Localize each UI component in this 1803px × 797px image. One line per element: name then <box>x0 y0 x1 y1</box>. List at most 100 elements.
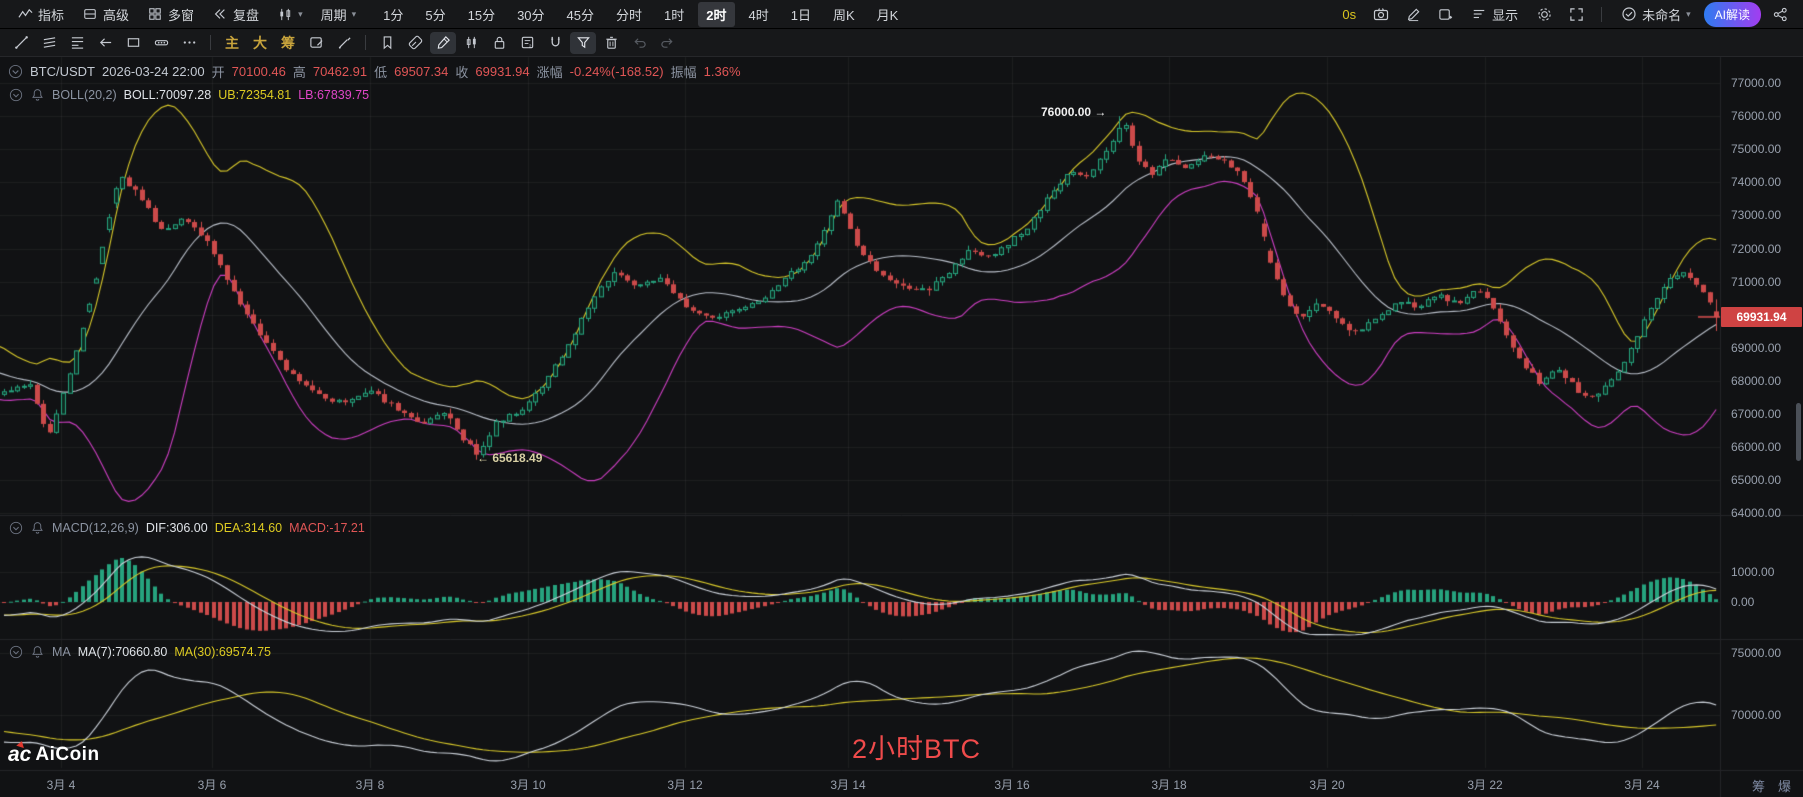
arrow-marker-tool[interactable] <box>92 32 118 54</box>
measure-tool[interactable] <box>148 32 174 54</box>
advanced-label: 高级 <box>103 7 130 23</box>
filter-tool[interactable] <box>570 31 596 54</box>
quick-brush-tool[interactable] <box>331 32 357 54</box>
chart-note-annotation: 2小时BTC <box>852 734 982 764</box>
high-label: 高 <box>292 65 306 80</box>
settings-button[interactable] <box>1531 3 1557 25</box>
boll-legend: BOLL(20,2) BOLL:70097.28 UB:72354.81 LB:… <box>8 87 369 102</box>
svg-text:2: 2 <box>528 44 531 49</box>
timeframe-45分[interactable]: 45分 <box>566 7 595 23</box>
timeframe-2时[interactable]: 2时 <box>698 1 735 27</box>
replay-time[interactable]: 0s <box>1342 6 1357 22</box>
main-chart-toggle[interactable]: 主 <box>225 34 239 51</box>
trash-tool[interactable] <box>598 32 624 54</box>
timeframe-1日[interactable]: 1日 <box>790 7 811 23</box>
change-label: 涨幅 <box>536 65 563 80</box>
candle-datetime: 2026-03-24 22:00 <box>102 64 205 79</box>
edit-note-button[interactable] <box>1400 3 1426 25</box>
collapse-chevron-icon[interactable] <box>8 520 23 535</box>
share-icon <box>1772 6 1788 22</box>
multi-window-label: 多窗 <box>168 7 195 23</box>
rewind-icon <box>212 6 228 22</box>
edit-board-tool[interactable] <box>303 32 329 54</box>
timeframe-15分[interactable]: 15分 <box>467 7 496 23</box>
divider <box>365 35 366 50</box>
undo-button[interactable] <box>626 32 652 54</box>
timeframe-月K[interactable]: 月K <box>876 7 899 23</box>
advanced-button[interactable]: 高级 <box>75 2 136 27</box>
timeframe-周K[interactable]: 周K <box>832 7 855 23</box>
more-tools-button[interactable] <box>176 32 202 54</box>
macd-dif-value: DIF:306.00 <box>145 520 208 535</box>
big-order-toggle[interactable]: 大 <box>253 34 267 51</box>
alert-bell-icon[interactable] <box>30 87 45 102</box>
candle-style-tool[interactable] <box>458 32 484 54</box>
boll-name[interactable]: BOLL(20,2) <box>52 87 117 102</box>
bottom-right-toggle-2[interactable]: 爆 <box>1778 779 1792 794</box>
alert-bell-icon[interactable] <box>30 644 45 659</box>
rectangle-tool[interactable] <box>120 32 146 54</box>
timeframe-分时[interactable]: 分时 <box>616 7 643 23</box>
period-dropdown[interactable]: 周期 ▾ <box>314 2 364 27</box>
timeframe-1时[interactable]: 1时 <box>664 7 685 23</box>
chevron-down-icon: ▾ <box>298 8 303 19</box>
amplitude-label: 振幅 <box>670 65 697 80</box>
fib-retracement-tool[interactable] <box>64 32 90 54</box>
axis-scrollbar-thumb[interactable] <box>1796 403 1801 461</box>
collapse-chevron-icon[interactable] <box>8 64 23 79</box>
lock-tool[interactable] <box>486 32 512 54</box>
timeframe-30分[interactable]: 30分 <box>517 7 545 23</box>
macd-name[interactable]: MACD(12,26,9) <box>52 520 139 535</box>
cloud-check-icon <box>1621 6 1637 22</box>
chips-toggle[interactable]: 筹 <box>281 34 295 51</box>
high-price-marker: 76000.00 → <box>1041 105 1107 119</box>
new-window-button[interactable] <box>1432 3 1458 25</box>
timeframe-5分[interactable]: 5分 <box>425 7 446 23</box>
share-button[interactable] <box>1767 3 1793 25</box>
timeframe-1分[interactable]: 1分 <box>383 7 404 23</box>
ma7-value: MA(7):70660.80 <box>77 644 168 659</box>
trend-line-tool[interactable] <box>8 32 34 54</box>
close-label: 收 <box>455 65 469 80</box>
bookmark-tool[interactable] <box>374 32 400 54</box>
symbol-label[interactable]: BTC/USDT <box>30 64 95 79</box>
chart-style-dropdown[interactable]: ▾ <box>270 3 310 25</box>
multi-window-button[interactable]: 多窗 <box>140 2 201 27</box>
parallel-lines-tool[interactable] <box>36 32 62 54</box>
layout-name: 未命名 <box>1642 7 1682 23</box>
list-icon <box>1471 6 1487 22</box>
timeframe-4时[interactable]: 4时 <box>748 7 769 23</box>
ma-name[interactable]: MA <box>52 644 71 659</box>
close-value: 69931.94 <box>475 64 530 79</box>
collapse-chevron-icon[interactable] <box>8 87 23 102</box>
pen-tool[interactable] <box>430 31 456 54</box>
boll-ub-value: UB:72354.81 <box>218 87 292 102</box>
collapse-chevron-icon[interactable] <box>8 644 23 659</box>
macd-dea-value: DEA:314.60 <box>214 520 283 535</box>
eraser-tool[interactable] <box>402 32 428 54</box>
alert-bell-icon[interactable] <box>30 520 45 535</box>
chevron-down-icon: ▾ <box>1686 8 1691 19</box>
gear-icon <box>1536 6 1552 22</box>
indicators-label: 指标 <box>38 7 65 23</box>
indicators-button[interactable]: 指标 <box>10 2 71 27</box>
replay-button[interactable]: 复盘 <box>205 2 266 27</box>
ai-interpret-button[interactable]: AI解读 <box>1703 1 1761 27</box>
redo-button[interactable] <box>654 32 680 54</box>
template-tool[interactable]: 2 <box>514 32 540 54</box>
ma-legend: MA MA(7):70660.80 MA(30):69574.75 <box>8 644 271 659</box>
open-value: 70100.46 <box>231 64 286 79</box>
bottom-right-toggle-1[interactable]: 筹 <box>1752 779 1766 794</box>
fullscreen-button[interactable] <box>1563 3 1589 25</box>
main-toolbar: 指标 高级 多窗 复盘 ▾ 周期 ▾ 1分 5分 15分 30分 45分 分时 1时 2时 4时… <box>0 0 1803 29</box>
screenshot-button[interactable] <box>1368 3 1394 25</box>
amplitude-value: 1.36% <box>703 64 741 79</box>
layout-dropdown[interactable]: 未命名 ▾ <box>1614 2 1698 27</box>
boll-lb-value: LB:67839.75 <box>298 87 370 102</box>
display-dropdown[interactable]: 显示 <box>1464 2 1525 27</box>
ma30-value: MA(30):69574.75 <box>174 644 271 659</box>
low-value: 69507.34 <box>394 64 449 79</box>
magnet-tool[interactable] <box>542 32 568 54</box>
ohlc-legend: BTC/USDT 2026-03-24 22:00 开 70100.46 高 704… <box>8 62 741 81</box>
